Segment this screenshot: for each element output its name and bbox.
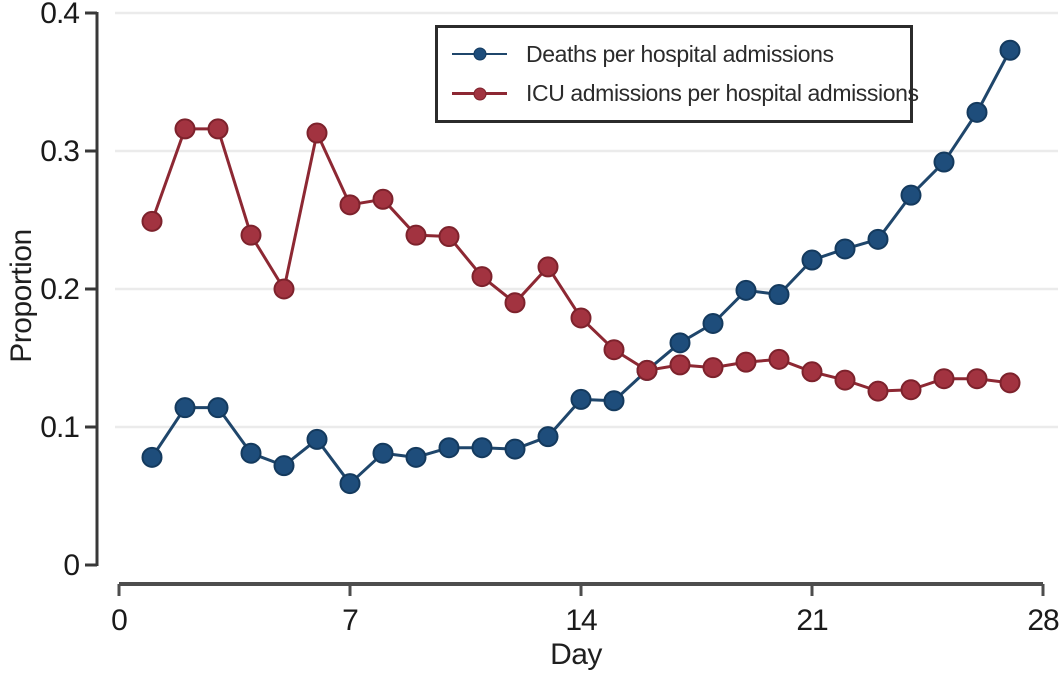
point-icu-day-2 [174, 118, 196, 140]
x-tick-label-21: 21 [796, 604, 828, 637]
y-tick-label-0: 0 [63, 549, 79, 582]
y-tick-label-0.1: 0.1 [40, 411, 79, 444]
point-icu-day-3 [207, 118, 229, 140]
point-deaths-day-10 [438, 437, 460, 459]
series-icu-line [150, 127, 1012, 393]
point-icu-day-22 [834, 369, 856, 391]
point-icu-day-12 [504, 292, 526, 314]
legend-item-deaths: Deaths per hospital admissions [452, 41, 910, 68]
x-tick-label-28: 28 [1027, 604, 1059, 637]
point-deaths-day-19 [735, 279, 757, 301]
x-axis-title: Day [550, 638, 602, 671]
point-deaths-day-17 [669, 332, 691, 354]
legend-marker-deaths [473, 47, 486, 61]
legend-item-icu: ICU admissions per hospital admissions [452, 80, 919, 107]
point-deaths-day-18 [702, 313, 724, 334]
point-icu-day-23 [867, 380, 889, 402]
point-icu-day-7 [339, 194, 361, 216]
point-icu-day-20 [768, 348, 790, 370]
point-icu-day-10 [438, 226, 460, 248]
point-deaths-day-4 [240, 442, 262, 464]
x-tick-label-14: 14 [565, 604, 597, 637]
point-icu-day-14 [570, 307, 592, 329]
point-icu-day-27 [999, 372, 1021, 394]
point-deaths-day-8 [372, 442, 394, 464]
point-deaths-day-2 [174, 397, 196, 419]
point-icu-day-11 [471, 266, 493, 288]
point-icu-day-1 [141, 210, 163, 232]
point-deaths-day-5 [273, 455, 295, 477]
legend-label-deaths: Deaths per hospital admissions [526, 40, 834, 67]
point-icu-day-18 [702, 357, 724, 379]
point-icu-day-9 [405, 224, 427, 246]
point-icu-day-8 [372, 188, 394, 210]
point-icu-day-16 [636, 359, 658, 381]
point-deaths-day-1 [141, 446, 163, 468]
legend-swatch-icu [452, 87, 507, 101]
point-icu-day-17 [669, 354, 691, 376]
point-deaths-day-6 [306, 428, 328, 450]
point-deaths-day-26 [966, 101, 988, 123]
point-deaths-day-24 [900, 184, 922, 206]
point-deaths-day-13 [537, 426, 559, 448]
point-deaths-day-27 [999, 39, 1021, 61]
point-deaths-day-7 [339, 473, 361, 495]
point-icu-day-19 [735, 351, 757, 373]
point-deaths-day-22 [834, 238, 856, 260]
point-deaths-day-12 [504, 438, 526, 460]
point-icu-day-5 [273, 278, 295, 300]
point-icu-day-4 [240, 224, 262, 246]
point-deaths-day-15 [603, 390, 625, 412]
point-icu-day-6 [306, 122, 328, 144]
point-deaths-day-3 [207, 397, 229, 419]
point-deaths-day-20 [768, 284, 790, 306]
legend-marker-icu [473, 87, 486, 101]
legend-label-icu: ICU admissions per hospital admissions [526, 80, 919, 107]
point-deaths-day-23 [867, 228, 889, 250]
point-icu-day-26 [966, 368, 988, 390]
point-icu-day-24 [900, 379, 922, 401]
point-deaths-day-21 [801, 249, 823, 271]
point-deaths-day-11 [471, 437, 493, 459]
point-deaths-day-9 [405, 446, 427, 468]
legend-swatch-deaths [452, 47, 507, 61]
y-tick-label-0.2: 0.2 [40, 273, 79, 306]
y-tick-label-0.4: 0.4 [40, 0, 79, 30]
point-icu-day-15 [603, 339, 625, 361]
x-tick-label-7: 7 [342, 604, 358, 637]
point-icu-day-25 [933, 368, 955, 390]
y-axis-title: Proportion [5, 229, 38, 363]
legend: Deaths per hospital admissions ICU admis… [435, 25, 919, 123]
point-icu-day-21 [801, 361, 823, 383]
point-deaths-day-14 [570, 388, 592, 410]
series-icu [141, 118, 1021, 402]
point-deaths-day-25 [933, 151, 955, 173]
y-tick-label-0.3: 0.3 [40, 135, 79, 168]
point-icu-day-13 [537, 256, 559, 278]
series-deaths [141, 39, 1021, 495]
x-tick-label-0: 0 [111, 604, 127, 637]
